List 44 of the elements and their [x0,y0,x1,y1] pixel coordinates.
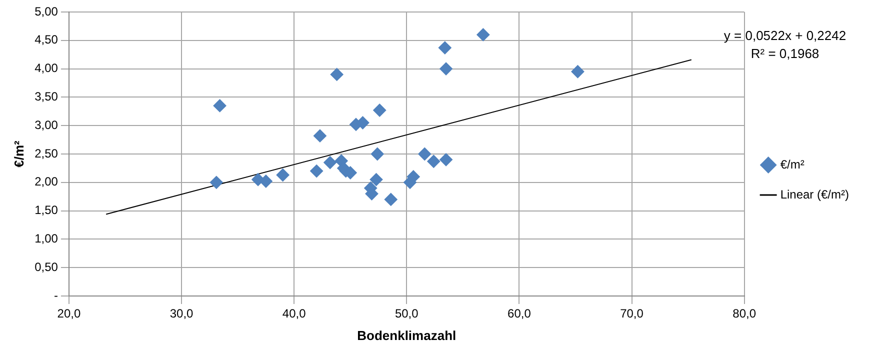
x-tick-label: 40,0 [282,306,306,321]
point [324,156,337,170]
x-tick-label: 60,0 [508,306,532,321]
point [330,68,344,81]
x-axis-title: Bodenklimazahl [357,328,456,343]
y-tick-label: 3,50 [34,90,58,104]
x-tick-label: 50,0 [394,306,419,321]
x-tick-label: 80,0 [732,306,756,321]
point [418,148,432,160]
y-tick-label: 4,50 [34,32,58,47]
point [213,99,226,112]
point [210,176,223,189]
y-tick-label: 2,00 [34,174,58,189]
legend-label: Linear (€/m²) [780,187,850,202]
y-tick-label: 1,50 [34,203,58,218]
y-axis-title: €/m² [11,140,26,168]
x-tick-label: 20,0 [57,306,81,321]
point [438,41,452,54]
x-tick-label: 30,0 [170,306,194,321]
y-tick-label: - [54,288,58,302]
point [310,164,324,178]
y-tick-label: 2,50 [34,146,58,160]
x-tick-label: 70,0 [620,306,644,321]
point [276,168,290,182]
point [440,153,453,166]
y-tick-label: 3,00 [34,118,58,132]
point [259,174,272,188]
point [370,173,383,186]
y-tick-label: 0,50 [34,260,58,274]
y-tick-label: 4,00 [34,61,58,76]
point [313,129,326,142]
point [476,28,490,42]
text: R² = 0,1968 [750,46,820,61]
legend-label: €/m² [780,157,804,172]
point [406,170,420,184]
y-tick-label: 1,00 [34,232,58,246]
point [440,62,453,76]
annotation: y = 0,0522x + 0,2242 [724,28,846,43]
point [427,154,440,168]
point [370,148,384,160]
point [373,104,386,117]
point [571,65,584,78]
point [384,192,398,206]
y-tick-label: 5,00 [34,4,58,18]
